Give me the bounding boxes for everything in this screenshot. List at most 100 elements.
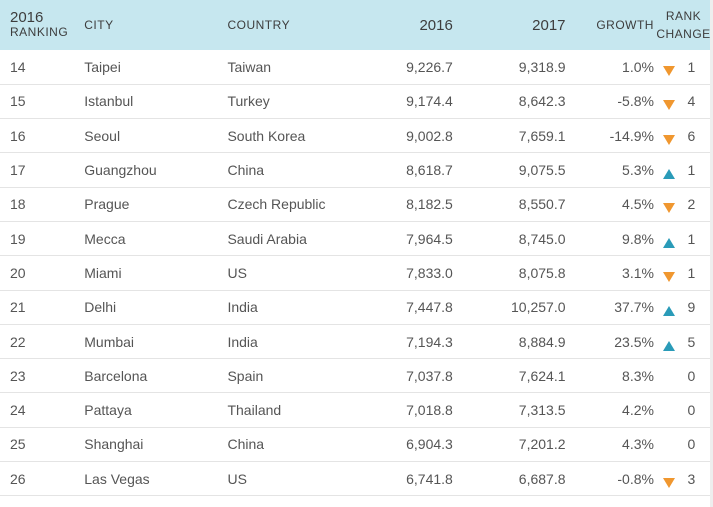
cell-2016-value: 7,964.5: [406, 230, 453, 247]
cell-2017-value: 10,257.0: [511, 299, 566, 316]
cell-growth: -5.8%: [617, 93, 654, 110]
cell-country: Thailand: [227, 402, 282, 419]
cell-country: Saudi Arabia: [227, 230, 307, 247]
header-rank-change-line2: CHANGE: [656, 27, 711, 41]
table-row: 15 Istanbul Turkey 9,174.4 8,642.3 -5.8% 4: [0, 84, 713, 119]
arrow-up-icon: [662, 169, 675, 180]
city-ranking-table: 2016 RANKING CITY COUNTRY 2016 2017 GROW…: [0, 0, 713, 496]
cell-city: Shanghai: [84, 436, 144, 453]
cell-rank-change: 3: [687, 470, 696, 487]
cell-rank: 14: [10, 58, 26, 75]
cell-rank: 15: [10, 93, 26, 110]
table-row: 23 Barcelona Spain 7,037.8 7,624.1 8.3% 0: [0, 359, 713, 393]
cell-rank-change: 0: [687, 402, 696, 419]
arrow-down-icon: [662, 134, 675, 145]
cell-2017-value: 9,075.5: [518, 162, 566, 179]
cell-rank: 25: [10, 436, 26, 453]
cell-rank-arrow: [654, 462, 683, 496]
cell-2017-value: 7,659.1: [518, 127, 566, 144]
cell-rank: 26: [10, 470, 26, 487]
arrow-down-icon: [662, 65, 675, 76]
cell-rank-change: 9: [687, 299, 696, 316]
header-rank-year: 2016: [10, 9, 44, 26]
cell-rank-arrow: [654, 256, 683, 290]
cell-country: China: [227, 162, 265, 179]
cell-2017-value: 7,201.2: [518, 436, 566, 453]
table-row: 20 Miami US 7,833.0 8,075.8 3.1% 1: [0, 256, 713, 291]
cell-rank-arrow: [654, 324, 683, 358]
cell-2016-value: 6,741.8: [406, 470, 453, 487]
cell-city: Taipei: [84, 58, 121, 75]
cell-growth: 1.0%: [622, 58, 654, 75]
cell-2016-value: 7,194.3: [406, 333, 453, 350]
cell-country: US: [227, 470, 247, 487]
table-row: 16 Seoul South Korea 9,002.8 7,659.1 -14.9% 6: [0, 119, 713, 153]
cell-2017-value: 8,075.8: [518, 264, 566, 281]
table-row: 26 Las Vegas US 6,741.8 6,687.8 -0.8% 3: [0, 462, 713, 496]
cell-rank-change: 1: [687, 162, 696, 179]
cell-rank: 24: [10, 402, 26, 419]
cell-rank-change: 1: [687, 58, 696, 75]
cell-rank-change: 0: [687, 436, 696, 453]
cell-rank-arrow: [654, 221, 683, 255]
cell-city: Istanbul: [84, 93, 134, 110]
cell-growth: -14.9%: [609, 127, 654, 144]
cell-2017-value: 7,313.5: [518, 402, 566, 419]
cell-growth: 5.3%: [622, 162, 654, 179]
cell-country: South Korea: [227, 127, 306, 144]
cell-growth: 8.3%: [622, 367, 654, 384]
cell-city: Mecca: [84, 230, 126, 247]
cell-growth: 3.1%: [622, 264, 654, 281]
cell-growth: 9.8%: [622, 230, 654, 247]
cell-country: Turkey: [227, 93, 270, 110]
cell-country: India: [227, 333, 258, 350]
cell-rank-arrow: [654, 187, 683, 221]
cell-rank-arrow: [654, 84, 683, 118]
cell-city: Barcelona: [84, 367, 148, 384]
arrow-up-icon: [662, 340, 675, 351]
cell-rank: 18: [10, 196, 26, 213]
cell-2016-value: 9,002.8: [406, 127, 453, 144]
header-rank-change-line1: RANK: [665, 9, 702, 23]
cell-rank: 23: [10, 367, 26, 384]
cell-rank: 22: [10, 333, 26, 350]
cell-rank-arrow: [654, 359, 683, 393]
cell-2017-value: 8,745.0: [518, 230, 566, 247]
right-border: [710, 0, 713, 507]
cell-rank-change: 2: [687, 196, 696, 213]
cell-rank-arrow: [654, 119, 683, 153]
cell-2016-value: 7,447.8: [406, 299, 453, 316]
cell-2017-value: 8,550.7: [518, 196, 566, 213]
cell-country: Czech Republic: [227, 196, 326, 213]
table-header: 2016 RANKING CITY COUNTRY 2016 2017 GROW…: [0, 0, 713, 50]
cell-2016-value: 8,182.5: [406, 196, 453, 213]
cell-city: Guangzhou: [84, 162, 157, 179]
cell-rank-arrow: [654, 290, 683, 324]
cell-2016-value: 9,174.4: [406, 93, 453, 110]
header-row: 2016 RANKING CITY COUNTRY 2016 2017 GROW…: [0, 0, 713, 50]
cell-city: Prague: [84, 196, 130, 213]
cell-2017-value: 9,318.9: [518, 58, 566, 75]
cell-growth: 4.2%: [622, 402, 654, 419]
cell-country: India: [227, 299, 258, 316]
cell-growth: 4.3%: [622, 436, 654, 453]
arrow-down-icon: [662, 271, 675, 282]
cell-city: Miami: [84, 264, 122, 281]
cell-2016-value: 7,037.8: [406, 367, 453, 384]
cell-rank-change: 1: [687, 264, 696, 281]
header-rank-change: RANK CHANGE: [654, 0, 713, 50]
header-country: COUNTRY: [227, 18, 291, 32]
cell-growth: 23.5%: [614, 333, 654, 350]
arrow-up-icon: [662, 306, 675, 317]
cell-rank-arrow: [654, 393, 683, 427]
header-2016-ranking: 2016 RANKING: [0, 0, 84, 50]
cell-city: Seoul: [84, 127, 121, 144]
cell-2016-value: 8,618.7: [406, 162, 453, 179]
arrow-down-icon: [662, 203, 675, 214]
table-row: 17 Guangzhou China 8,618.7 9,075.5 5.3% 1: [0, 153, 713, 188]
cell-country: US: [227, 264, 247, 281]
arrow-down-icon: [662, 477, 675, 488]
cell-rank: 20: [10, 264, 26, 281]
cell-rank-change: 5: [687, 333, 696, 350]
header-city: CITY: [84, 18, 114, 32]
